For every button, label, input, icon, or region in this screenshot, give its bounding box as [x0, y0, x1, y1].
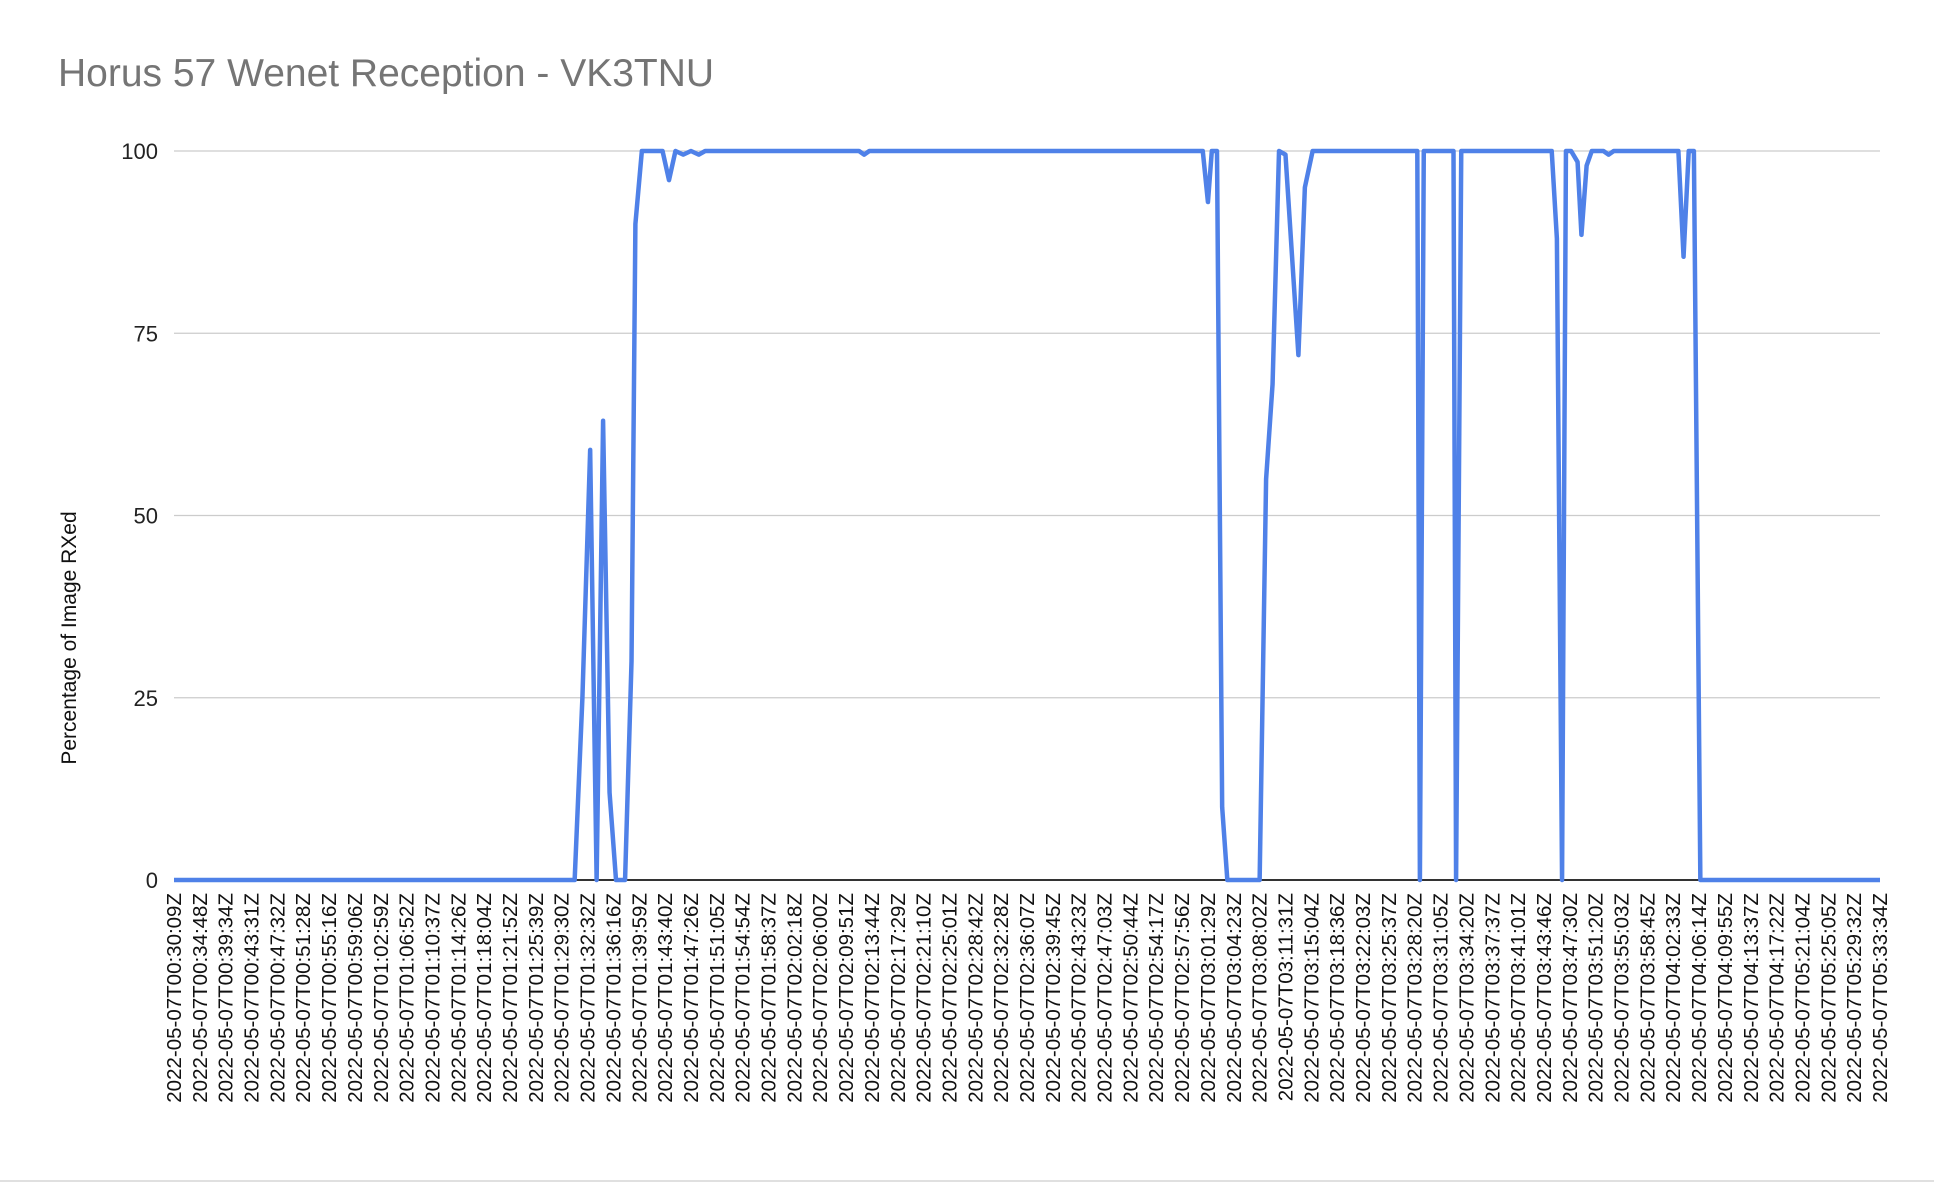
x-tick-label: 2022-05-07T00:30:09Z	[163, 893, 186, 1103]
series	[174, 148, 1880, 883]
x-tick-label: 2022-05-07T02:36:07Z	[1016, 893, 1039, 1103]
x-tick-label: 2022-05-07T01:29:30Z	[551, 893, 574, 1103]
x-tick-label: 2022-05-07T00:43:31Z	[241, 893, 264, 1103]
x-tick-label: 2022-05-07T03:58:45Z	[1636, 893, 1659, 1103]
x-tick-label: 2022-05-07T03:55:03Z	[1611, 893, 1634, 1103]
x-tick-label: 2022-05-07T02:43:23Z	[1068, 893, 1091, 1103]
x-tick-label: 2022-05-07T01:14:26Z	[447, 893, 470, 1103]
x-tick-label: 2022-05-07T04:06:14Z	[1688, 893, 1711, 1103]
x-tick-label: 2022-05-07T00:55:16Z	[318, 893, 341, 1103]
x-tick-label: 2022-05-07T01:02:59Z	[370, 893, 393, 1103]
x-tick-label: 2022-05-07T01:54:54Z	[732, 893, 755, 1103]
y-tick-label: 75	[134, 321, 158, 346]
y-tick-labels: 0 25 50 75 100	[121, 139, 158, 893]
x-tick-label: 2022-05-07T02:47:03Z	[1094, 893, 1117, 1103]
x-tick-labels: 2022-05-07T00:30:09Z 2022-05-07T00:34:48Z…	[163, 893, 1892, 1103]
x-tick-label: 2022-05-07T03:41:01Z	[1507, 893, 1530, 1103]
x-tick-label: 2022-05-07T05:21:04Z	[1791, 893, 1814, 1103]
x-tick-label: 2022-05-07T02:06:00Z	[809, 893, 832, 1103]
bottom-divider	[0, 1180, 1934, 1182]
x-tick-label: 2022-05-07T00:34:48Z	[189, 893, 212, 1103]
x-tick-label: 2022-05-07T02:13:44Z	[861, 893, 884, 1103]
x-tick-label: 2022-05-07T00:59:06Z	[344, 893, 367, 1103]
x-tick-label: 2022-05-07T03:47:30Z	[1559, 893, 1582, 1103]
x-tick-label: 2022-05-07T02:39:45Z	[1042, 893, 1065, 1103]
y-tick-label: 25	[134, 686, 158, 711]
y-tick-label: 100	[121, 139, 158, 164]
series-line	[174, 148, 1880, 883]
x-tick-label: 2022-05-07T02:50:44Z	[1119, 893, 1142, 1103]
x-tick-label: 2022-05-07T01:21:52Z	[499, 893, 522, 1103]
x-tick-label: 2022-05-07T02:54:17Z	[1145, 893, 1168, 1103]
x-tick-label: 2022-05-07T01:06:52Z	[396, 893, 419, 1103]
x-tick-label: 2022-05-07T02:17:29Z	[887, 893, 910, 1103]
x-tick-label: 2022-05-07T02:57:56Z	[1171, 893, 1194, 1103]
x-tick-label: 2022-05-07T00:39:34Z	[215, 893, 238, 1103]
x-tick-label: 2022-05-07T03:18:36Z	[1326, 893, 1349, 1103]
x-tick-label: 2022-05-07T01:47:26Z	[680, 893, 703, 1103]
x-tick-label: 2022-05-07T02:28:42Z	[964, 893, 987, 1103]
x-tick-label: 2022-05-07T01:39:59Z	[628, 893, 651, 1103]
x-tick-label: 2022-05-07T03:51:20Z	[1585, 893, 1608, 1103]
x-tick-label: 2022-05-07T01:51:05Z	[706, 893, 729, 1103]
x-tick-label: 2022-05-07T05:25:05Z	[1817, 893, 1840, 1103]
chart-title: Horus 57 Wenet Reception - VK3TNU	[58, 52, 715, 95]
x-tick-label: 2022-05-07T04:09:55Z	[1714, 893, 1737, 1103]
x-tick-label: 2022-05-07T01:18:04Z	[473, 893, 496, 1103]
gridlines	[174, 150, 1880, 881]
x-tick-label: 2022-05-07T04:13:37Z	[1740, 893, 1763, 1103]
x-tick-label: 2022-05-07T03:04:23Z	[1223, 893, 1246, 1103]
x-tick-label: 2022-05-07T03:15:04Z	[1300, 893, 1323, 1103]
x-tick-label: 2022-05-07T03:31:05Z	[1430, 893, 1453, 1103]
x-tick-label: 2022-05-07T02:32:28Z	[990, 893, 1013, 1103]
x-tick-label: 2022-05-07T02:09:51Z	[835, 893, 858, 1103]
x-tick-label: 2022-05-07T03:25:37Z	[1378, 893, 1401, 1103]
x-tick-label: 2022-05-07T04:17:22Z	[1766, 893, 1789, 1103]
x-tick-label: 2022-05-07T03:34:20Z	[1455, 893, 1478, 1103]
y-tick-label: 50	[134, 504, 158, 529]
x-tick-label: 2022-05-07T03:11:31Z	[1274, 893, 1297, 1101]
x-tick-label: 2022-05-07T03:43:46Z	[1533, 893, 1556, 1103]
x-tick-label: 2022-05-07T01:32:32Z	[577, 893, 600, 1103]
x-tick-label: 2022-05-07T01:36:16Z	[602, 893, 625, 1103]
x-tick-label: 2022-05-07T00:47:32Z	[266, 893, 289, 1103]
x-tick-label: 2022-05-07T01:43:40Z	[654, 893, 677, 1103]
x-tick-label: 2022-05-07T02:25:01Z	[938, 893, 961, 1103]
x-tick-label: 2022-05-07T03:08:02Z	[1249, 893, 1272, 1103]
x-tick-label: 2022-05-07T00:51:28Z	[292, 893, 315, 1103]
x-tick-label: 2022-05-07T01:58:37Z	[758, 893, 781, 1103]
x-tick-label: 2022-05-07T05:29:32Z	[1843, 893, 1866, 1103]
x-tick-label: 2022-05-07T05:33:34Z	[1869, 893, 1892, 1103]
x-tick-label: 2022-05-07T02:02:18Z	[783, 893, 806, 1103]
x-tick-label: 2022-05-07T03:37:37Z	[1481, 893, 1504, 1103]
x-tick-label: 2022-05-07T01:25:39Z	[525, 893, 548, 1103]
x-tick-label: 2022-05-07T03:22:03Z	[1352, 893, 1375, 1103]
x-tick-label: 2022-05-07T02:21:10Z	[913, 893, 936, 1103]
y-axis-label: Percentage of Image RXed	[58, 511, 81, 764]
x-tick-label: 2022-05-07T03:28:20Z	[1404, 893, 1427, 1103]
x-tick-label: 2022-05-07T03:01:29Z	[1197, 893, 1220, 1103]
x-tick-label: 2022-05-07T04:02:33Z	[1662, 893, 1685, 1103]
y-tick-label: 0	[146, 868, 158, 893]
x-tick-label: 2022-05-07T01:10:37Z	[421, 893, 444, 1103]
